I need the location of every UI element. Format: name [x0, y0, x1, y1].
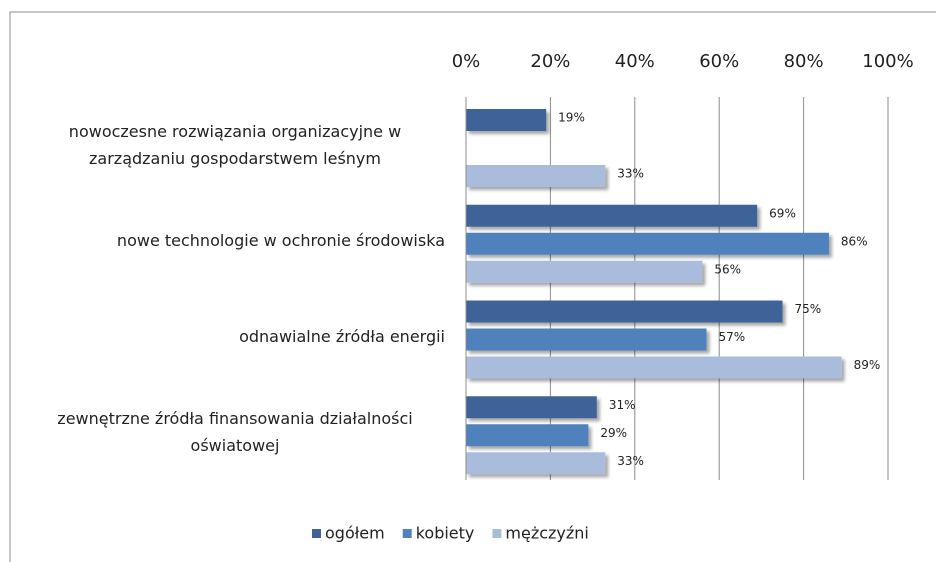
category-label: odnawialne źródła energii	[20, 289, 445, 385]
bar	[466, 300, 783, 323]
bar	[466, 328, 707, 351]
bar	[466, 452, 606, 475]
x-tick-label: 60%	[699, 51, 739, 72]
bar	[466, 260, 703, 283]
legend-label: mężczyźni	[505, 524, 588, 543]
category-text: nowe technologie w ochronie środowiska	[116, 231, 445, 251]
bar	[466, 204, 758, 227]
legend-swatch	[402, 529, 412, 538]
category-text: odnawialne źródła energii	[239, 326, 445, 346]
chart-frame	[9, 11, 936, 562]
data-label: 56%	[714, 262, 741, 276]
x-tick-label: 20%	[530, 51, 570, 72]
data-label: 33%	[617, 167, 644, 181]
category-text: nowoczesne rozwiązania organizacyjne w z…	[68, 121, 402, 168]
data-label: 31%	[609, 398, 636, 412]
x-tick-label: 0%	[452, 51, 481, 72]
data-label: 89%	[854, 358, 881, 372]
bar	[466, 424, 589, 447]
legend-swatch	[492, 529, 502, 538]
data-label: 69%	[769, 206, 796, 220]
data-label: 33%	[617, 454, 644, 468]
category-label: zewnętrzne źródła finansowania działalno…	[20, 384, 445, 480]
x-tick-label: 80%	[784, 51, 824, 72]
data-label: 86%	[841, 234, 868, 248]
data-label: 75%	[795, 302, 822, 316]
legend-swatch	[312, 529, 321, 538]
bar	[466, 109, 547, 131]
legend-label: kobiety	[416, 524, 475, 543]
bar	[466, 356, 842, 379]
bar	[466, 232, 829, 255]
legend: ogółem kobiety mężczyźni	[312, 524, 589, 543]
category-label: nowe technologie w ochronie środowiska	[20, 193, 445, 289]
data-label: 29%	[600, 426, 627, 440]
bar	[466, 165, 606, 187]
category-text: zewnętrzne źródła finansowania działalno…	[57, 409, 413, 456]
legend-label: ogółem	[325, 524, 385, 543]
data-label: 57%	[719, 330, 746, 344]
x-tick-label: 40%	[615, 51, 655, 72]
bar	[466, 396, 597, 419]
data-label: 19%	[558, 111, 585, 125]
x-tick-label: 100%	[862, 51, 913, 72]
category-label: nowoczesne rozwiązania organizacyjne w z…	[20, 97, 445, 193]
